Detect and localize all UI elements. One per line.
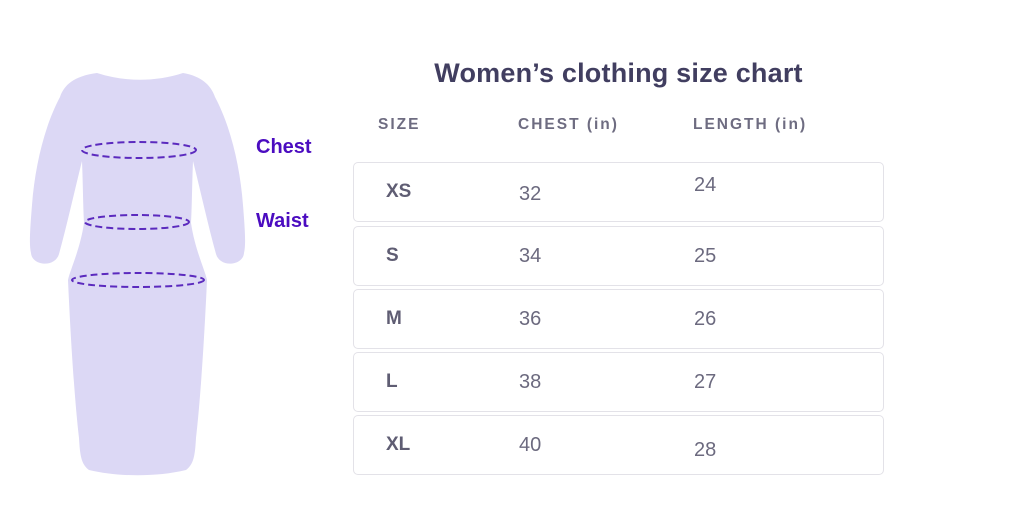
length-value: 25 [694,244,717,267]
table-row-m: M 36 26 [353,289,884,349]
chest-value: 40 [519,433,542,456]
table-row-l: L 38 27 [353,352,884,412]
table-row-s: S 34 25 [353,226,884,286]
size-table: XS 32 24 S 34 25 M 36 26 L 38 27 XL 40 [353,162,884,475]
chest-measurement-line [81,141,197,159]
waist-measurement-line [84,214,190,230]
size-chart-panel: Women’s clothing size chart SIZE CHEST (… [353,0,884,478]
chest-value: 36 [519,307,542,330]
column-header-size: SIZE [378,116,421,133]
column-header-length: LENGTH (in) [693,116,808,133]
size-value: XS [386,181,412,202]
dress-silhouette [29,73,246,476]
size-value: S [386,245,399,266]
size-value: XL [386,434,411,455]
length-value: 26 [694,307,717,330]
table-header-row: SIZE CHEST (in) LENGTH (in) [353,116,884,134]
table-row-xl: XL 40 28 [353,415,884,475]
chest-label: Chest [256,136,312,158]
length-value: 24 [694,173,717,196]
hip-measurement-line [71,272,205,288]
waist-label: Waist [256,210,309,232]
chest-value: 32 [519,182,542,205]
dress-illustration [29,73,246,476]
table-row-xs: XS 32 24 [353,162,884,222]
size-value: M [386,308,402,329]
page-title: Women’s clothing size chart [434,58,803,88]
chest-value: 34 [519,244,542,267]
column-header-chest: CHEST (in) [518,116,619,133]
chest-value: 38 [519,370,542,393]
length-value: 28 [694,438,717,461]
size-value: L [386,371,398,392]
length-value: 27 [694,370,717,393]
